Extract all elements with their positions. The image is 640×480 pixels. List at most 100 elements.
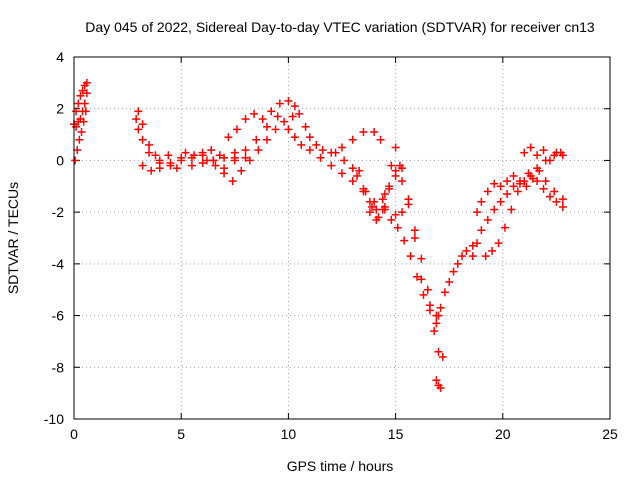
data-point-arc-i — [297, 140, 306, 149]
data-point-arc-r — [473, 239, 482, 248]
data-point-arc-f — [164, 151, 173, 160]
data-point-arc-q — [453, 259, 462, 268]
data-point-arc-r — [477, 226, 486, 235]
data-point-arc-d — [145, 140, 154, 149]
data-point-arc-n — [430, 327, 439, 336]
data-point-arc-d — [138, 120, 147, 129]
data-point-arc-g — [245, 156, 254, 165]
data-point-arc-f — [147, 166, 156, 175]
data-point-arc-t — [558, 202, 567, 211]
x-tick-label: 0 — [70, 426, 78, 442]
data-point-arc-u — [545, 156, 554, 165]
data-point-arc-k — [305, 146, 314, 155]
data-point-arc-s — [522, 182, 531, 191]
y-tick-label: -6 — [52, 308, 65, 324]
data-point-arc-u — [558, 151, 567, 160]
y-tick-label: 0 — [56, 152, 64, 168]
data-point-arc-h — [258, 115, 267, 124]
data-point-arc-s — [496, 182, 505, 191]
data-point-arc-l — [331, 148, 340, 157]
data-point-arc-o — [387, 215, 396, 224]
data-point-arc-g — [254, 146, 263, 155]
data-point-arc-s — [558, 195, 567, 204]
data-point-arc-n — [398, 177, 407, 186]
data-point-arc-c — [82, 89, 91, 98]
data-point-arc-h — [232, 125, 241, 134]
data-point-arc-q — [458, 252, 467, 261]
data-point-arc-q — [449, 267, 458, 276]
data-point-arc-k — [327, 161, 336, 170]
data-point-arc-m — [417, 275, 426, 284]
data-point-arc-h — [284, 96, 293, 105]
data-point-arc-r — [503, 190, 512, 199]
data-point-arc-t — [494, 239, 503, 248]
data-point-arc-c — [72, 122, 81, 131]
data-point-arc-s — [550, 187, 559, 196]
data-point-arc-e — [177, 153, 186, 162]
data-point-arc-d — [198, 159, 207, 168]
data-point-arc-n — [410, 226, 419, 235]
x-tick-label: 20 — [495, 426, 511, 442]
x-tick-label: 5 — [177, 426, 185, 442]
data-point-arc-j — [312, 140, 321, 149]
data-point-arc-u — [526, 143, 535, 152]
x-tick-label: 25 — [602, 426, 618, 442]
data-point-arc-k — [338, 169, 346, 178]
plot-frame — [73, 56, 611, 420]
data-point-arc-l — [378, 195, 387, 204]
data-point-arc-m — [355, 166, 364, 175]
data-point-arc-f — [207, 146, 216, 155]
data-point-arc-o — [413, 272, 422, 281]
data-point-arc-f — [198, 148, 207, 157]
data-point-arc-m — [387, 161, 396, 170]
data-point-arc-t — [488, 246, 497, 255]
data-point-arc-i — [290, 133, 299, 142]
data-point-arc-q — [462, 246, 471, 255]
data-point-arc-u — [520, 148, 529, 157]
data-point-arc-u — [552, 148, 561, 157]
data-point-arc-k — [348, 177, 357, 186]
data-point-arc-o — [425, 306, 434, 315]
data-point-arc-r — [490, 205, 499, 214]
data-point-arc-o — [406, 252, 415, 261]
data-point-arc-p — [432, 376, 441, 385]
data-point-arc-t — [526, 171, 535, 180]
data-point-arc-d — [220, 153, 229, 162]
data-point-arc-e — [241, 153, 250, 162]
data-point-arc-n — [423, 285, 432, 294]
data-point-arc-n — [372, 215, 381, 224]
data-point-arc-t — [552, 197, 561, 206]
data-point-arc-m — [380, 190, 389, 199]
data-point-arc-h — [275, 99, 284, 108]
data-point-arc-e — [166, 159, 175, 168]
data-point-arc-j — [348, 135, 357, 144]
data-point-arc-b — [75, 135, 84, 144]
data-point-arc-o — [432, 319, 441, 328]
data-point-arc-g — [262, 135, 271, 144]
data-point-arc-t — [520, 177, 529, 186]
data-point-arc-a — [82, 78, 91, 87]
data-point-arc-g — [202, 156, 211, 165]
data-point-arc-i — [284, 125, 293, 134]
data-point-arc-g — [288, 112, 297, 121]
data-point-arc-o — [393, 223, 402, 232]
data-point-arc-c — [78, 107, 87, 116]
data-point-arc-e — [138, 135, 147, 144]
data-point-arc-t — [500, 223, 509, 232]
y-tick-label: 2 — [56, 101, 64, 117]
data-point-arc-f — [190, 151, 199, 160]
data-point-arc-n — [417, 254, 426, 263]
data-point-arc-a — [76, 91, 85, 100]
data-point-arc-h — [295, 109, 304, 118]
data-point-arc-i — [230, 153, 239, 162]
data-point-arc-c — [80, 99, 89, 108]
data-point-arc-t — [533, 177, 542, 186]
data-point-arc-t — [545, 192, 554, 201]
data-point-arc-s — [490, 179, 499, 188]
grid-lines — [74, 57, 610, 419]
data-point-arc-k — [398, 208, 407, 217]
data-point-arc-q — [432, 311, 441, 320]
data-point-arc-t — [481, 252, 490, 261]
data-point-arc-q — [436, 303, 445, 312]
